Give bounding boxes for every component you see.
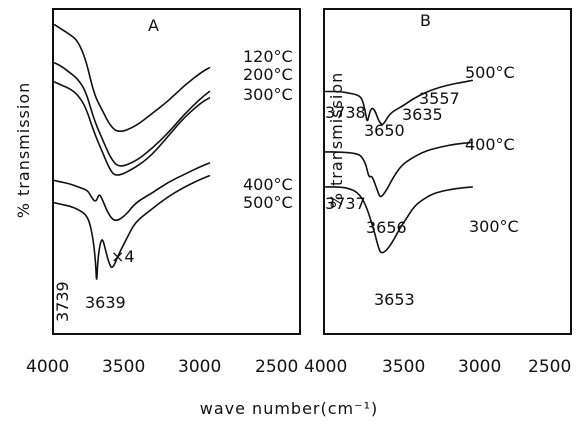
- annotation-x4: ×4: [111, 247, 135, 266]
- curve-b-400c: [324, 141, 473, 198]
- curve-b-300c: [324, 186, 473, 254]
- peak-3739: 3739: [53, 281, 72, 322]
- curve-b-500c: [324, 79, 473, 126]
- tick-a-3000: 3000: [178, 357, 221, 377]
- tick-a-4000: 4000: [26, 357, 69, 377]
- peak-3650: 3650: [364, 121, 405, 140]
- peak-3656: 3656: [366, 218, 407, 237]
- label-b-400c: 400°C: [465, 135, 515, 154]
- panel-b-frame: [323, 8, 572, 335]
- tick-b-2500: 2500: [528, 357, 571, 377]
- curve-a-200c: [53, 62, 211, 167]
- peak-3639: 3639: [85, 293, 126, 312]
- tick-b-4000: 4000: [304, 357, 347, 377]
- panel-b-series: [324, 79, 473, 254]
- panel-b-letter: B: [420, 11, 431, 30]
- label-a-400c: 400°C: [243, 175, 293, 194]
- peak-3557: 3557: [419, 89, 460, 108]
- curve-a-400c: [53, 162, 211, 222]
- x-axis-title: wave number(cm⁻¹): [200, 399, 378, 418]
- y-axis-title-b: % transmission: [327, 72, 346, 209]
- panel-a-frame: [52, 8, 301, 335]
- peak-3653: 3653: [374, 290, 415, 309]
- curve-a-500c: [53, 175, 211, 280]
- label-b-300c: 300°C: [469, 217, 519, 236]
- label-a-300c: 300°C: [243, 85, 293, 104]
- curve-a-300c: [53, 81, 211, 176]
- tick-a-3500: 3500: [102, 357, 145, 377]
- label-a-500c: 500°C: [243, 193, 293, 212]
- label-a-120c: 120°C: [243, 47, 293, 66]
- label-b-500c: 500°C: [465, 63, 515, 82]
- curve-a-120c: [53, 23, 211, 133]
- tick-a-2500: 2500: [255, 357, 298, 377]
- panel-a-letter: A: [148, 16, 159, 35]
- label-a-200c: 200°C: [243, 65, 293, 84]
- tick-b-3500: 3500: [382, 357, 425, 377]
- y-axis-title: % transmission: [14, 82, 33, 219]
- peak-3738: 3738: [325, 103, 366, 122]
- panel-a-series: [53, 23, 211, 280]
- peak-3635: 3635: [402, 105, 443, 124]
- peak-3737: 3737: [325, 194, 366, 213]
- tick-b-3000: 3000: [458, 357, 501, 377]
